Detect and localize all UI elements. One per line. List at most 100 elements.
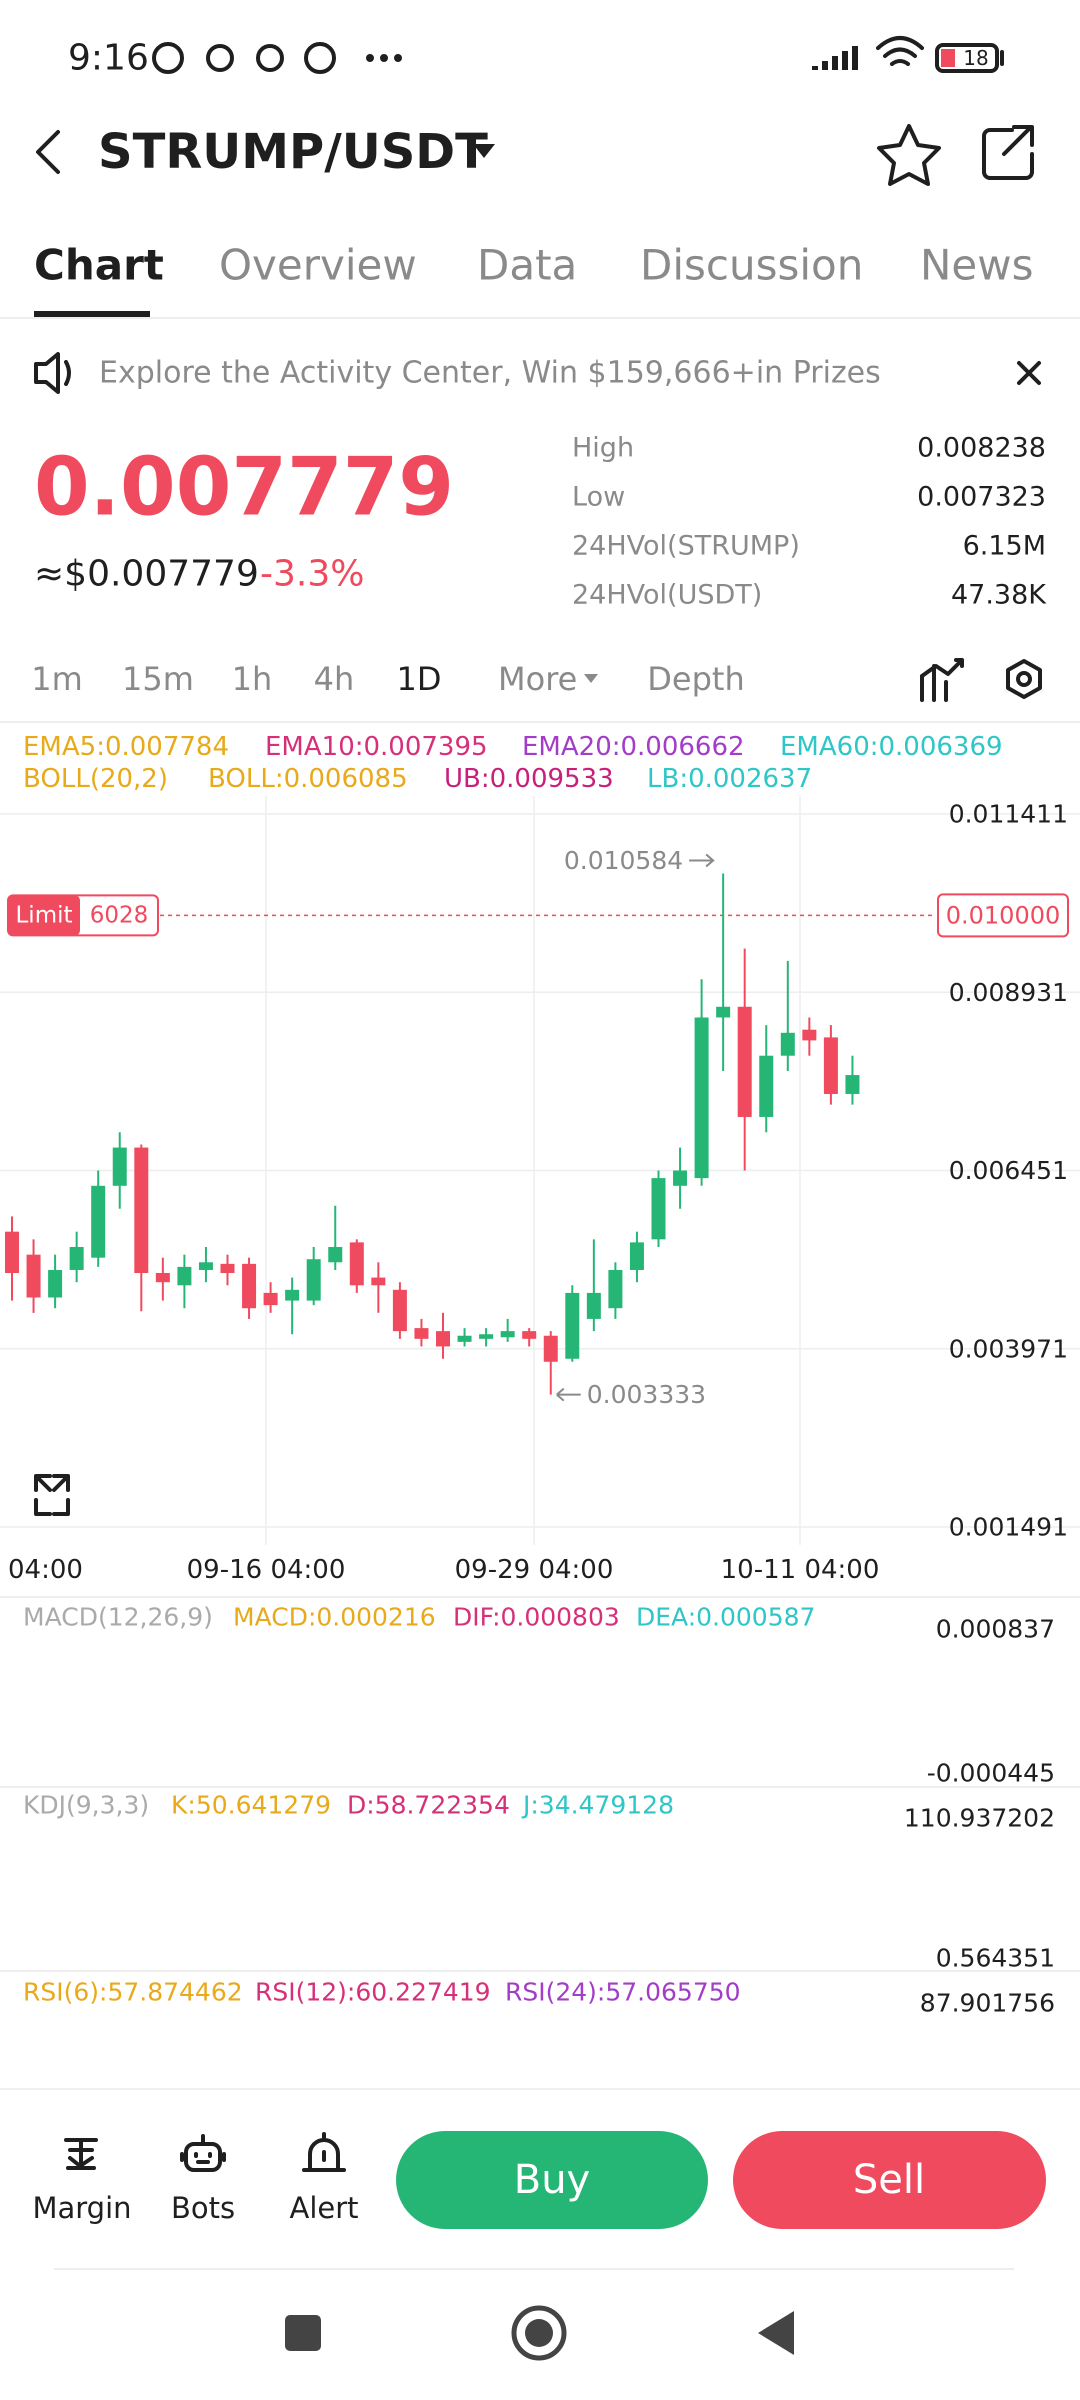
y-tick-label: 0.006451 (949, 1156, 1068, 1185)
tab[interactable]: Data (477, 241, 577, 290)
candle-body (716, 1006, 731, 1018)
timeframe[interactable]: 15m (122, 660, 194, 698)
tab[interactable]: Overview (219, 241, 417, 290)
candle-body (48, 1269, 63, 1298)
divider (0, 1596, 1080, 1598)
banner-text[interactable]: Explore the Activity Center, Win $159,66… (99, 356, 881, 391)
bots-icon[interactable] (180, 2134, 226, 2172)
tab[interactable]: Discussion (640, 241, 863, 290)
timeframe[interactable]: 1m (31, 660, 83, 698)
margin-icon[interactable] (64, 2138, 98, 2170)
favorite-button[interactable] (877, 124, 941, 186)
stat-label: High (572, 433, 634, 464)
candle-body (608, 1269, 623, 1309)
kdj-axis: 0.564351 (936, 1944, 1055, 1973)
rsi-label: RSI(24):57.065750 (505, 1978, 741, 2007)
x-label: 09-16 04:00 (187, 1555, 346, 1585)
candle-body (263, 1292, 278, 1306)
back-button[interactable] (36, 130, 60, 174)
candle-body (737, 1006, 752, 1117)
divider (0, 1786, 1080, 1788)
boll-label: UB:0.009533 (444, 764, 614, 794)
candle-body (5, 1231, 19, 1273)
bottom-item[interactable]: Bots (171, 2191, 235, 2225)
timeframe[interactable]: 1h (232, 660, 273, 698)
candle-body (134, 1147, 149, 1273)
y-tick-label: 0.003971 (949, 1334, 1068, 1363)
banner-close[interactable] (1017, 361, 1041, 385)
candle-body (586, 1292, 601, 1319)
candle-body (306, 1259, 321, 1301)
y-tick-label: 0.001491 (949, 1513, 1068, 1542)
timeframe-selected[interactable]: 1D (397, 660, 442, 698)
tab[interactable]: News (920, 241, 1034, 290)
candle-body (436, 1331, 450, 1347)
y-tick-label: 0.011411 (949, 800, 1068, 829)
candle-body (457, 1335, 472, 1342)
stat-value: 6.15M (963, 531, 1046, 562)
candle-body (500, 1331, 515, 1338)
pair-dropdown[interactable] (473, 144, 495, 158)
timeframe-more[interactable]: More (498, 660, 577, 698)
candle-body (220, 1263, 235, 1273)
candle-body (91, 1185, 106, 1258)
candle-body (759, 1055, 774, 1117)
macd-label: DEA:0.000587 (636, 1603, 815, 1632)
timeframe[interactable]: 4h (314, 660, 355, 698)
bottom-item[interactable]: Margin (32, 2191, 131, 2225)
nav-recent[interactable] (285, 2315, 321, 2351)
candle-body (414, 1328, 429, 1339)
candlestick-chart: 0.011411 0.008931 0.006451 0.003971 0.001491… (0, 800, 1080, 1542)
candle-body (802, 1029, 817, 1041)
sell-button[interactable] (733, 2131, 1046, 2229)
y-tick-label: 0.008931 (949, 978, 1068, 1007)
candle-body (242, 1263, 257, 1309)
candle-body (177, 1266, 192, 1286)
tab[interactable]: Chart (34, 241, 164, 290)
buy-label[interactable]: Buy (514, 2157, 590, 2203)
kdj-label: D:58.722354 (347, 1791, 510, 1820)
status-icons (152, 36, 1004, 74)
kdj-axis: 110.937202 (904, 1804, 1055, 1833)
ema-label: EMA10:0.007395 (265, 732, 488, 762)
nav-home[interactable] (511, 2305, 567, 2361)
candle-body (479, 1334, 494, 1339)
high-arrow (689, 853, 715, 868)
limit-price: 0.010000 (946, 901, 1061, 929)
divider (0, 721, 1080, 723)
candle-body (543, 1335, 558, 1362)
battery-text: 18 (963, 46, 988, 70)
bottom-item[interactable]: Alert (289, 2191, 358, 2225)
sell-label[interactable]: Sell (853, 2157, 925, 2203)
divider (0, 1970, 1080, 1972)
stat-value: 47.38K (951, 580, 1047, 611)
rsi-label: RSI(12):60.227419 (255, 1978, 491, 2007)
settings-button[interactable] (1006, 659, 1042, 699)
limit-amount: 6028 (90, 902, 149, 928)
limit-label: Limit (15, 902, 72, 928)
kdj-label: K:50.641279 (171, 1791, 331, 1820)
last-price: 0.007779 (34, 441, 454, 534)
speaker-icon (34, 352, 71, 394)
ema-label: EMA60:0.006369 (780, 732, 1003, 762)
pair-title[interactable]: STRUMP/USDT (98, 124, 488, 180)
x-label: 10-11 04:00 (721, 1555, 880, 1585)
approx-price: ≈$0.007779 (34, 554, 259, 595)
candle-body (565, 1292, 580, 1359)
status-time: 9:16 (68, 38, 149, 79)
candle-body (673, 1170, 688, 1186)
battery-level (941, 49, 955, 67)
fullscreen-button[interactable] (34, 1474, 70, 1516)
candle-body (155, 1272, 170, 1283)
indicator-button[interactable] (920, 658, 964, 702)
macd-label: MACD(12,26,9) (23, 1603, 213, 1632)
limit-tag-head (8, 895, 80, 936)
nav-back[interactable] (758, 2311, 794, 2355)
macd-label: MACD:0.000216 (233, 1603, 436, 1632)
buy-button[interactable] (396, 2131, 708, 2229)
divider (0, 317, 1080, 319)
share-button[interactable] (982, 125, 1034, 180)
depth-tab[interactable]: Depth (647, 660, 744, 698)
alert-icon[interactable] (302, 2132, 346, 2172)
